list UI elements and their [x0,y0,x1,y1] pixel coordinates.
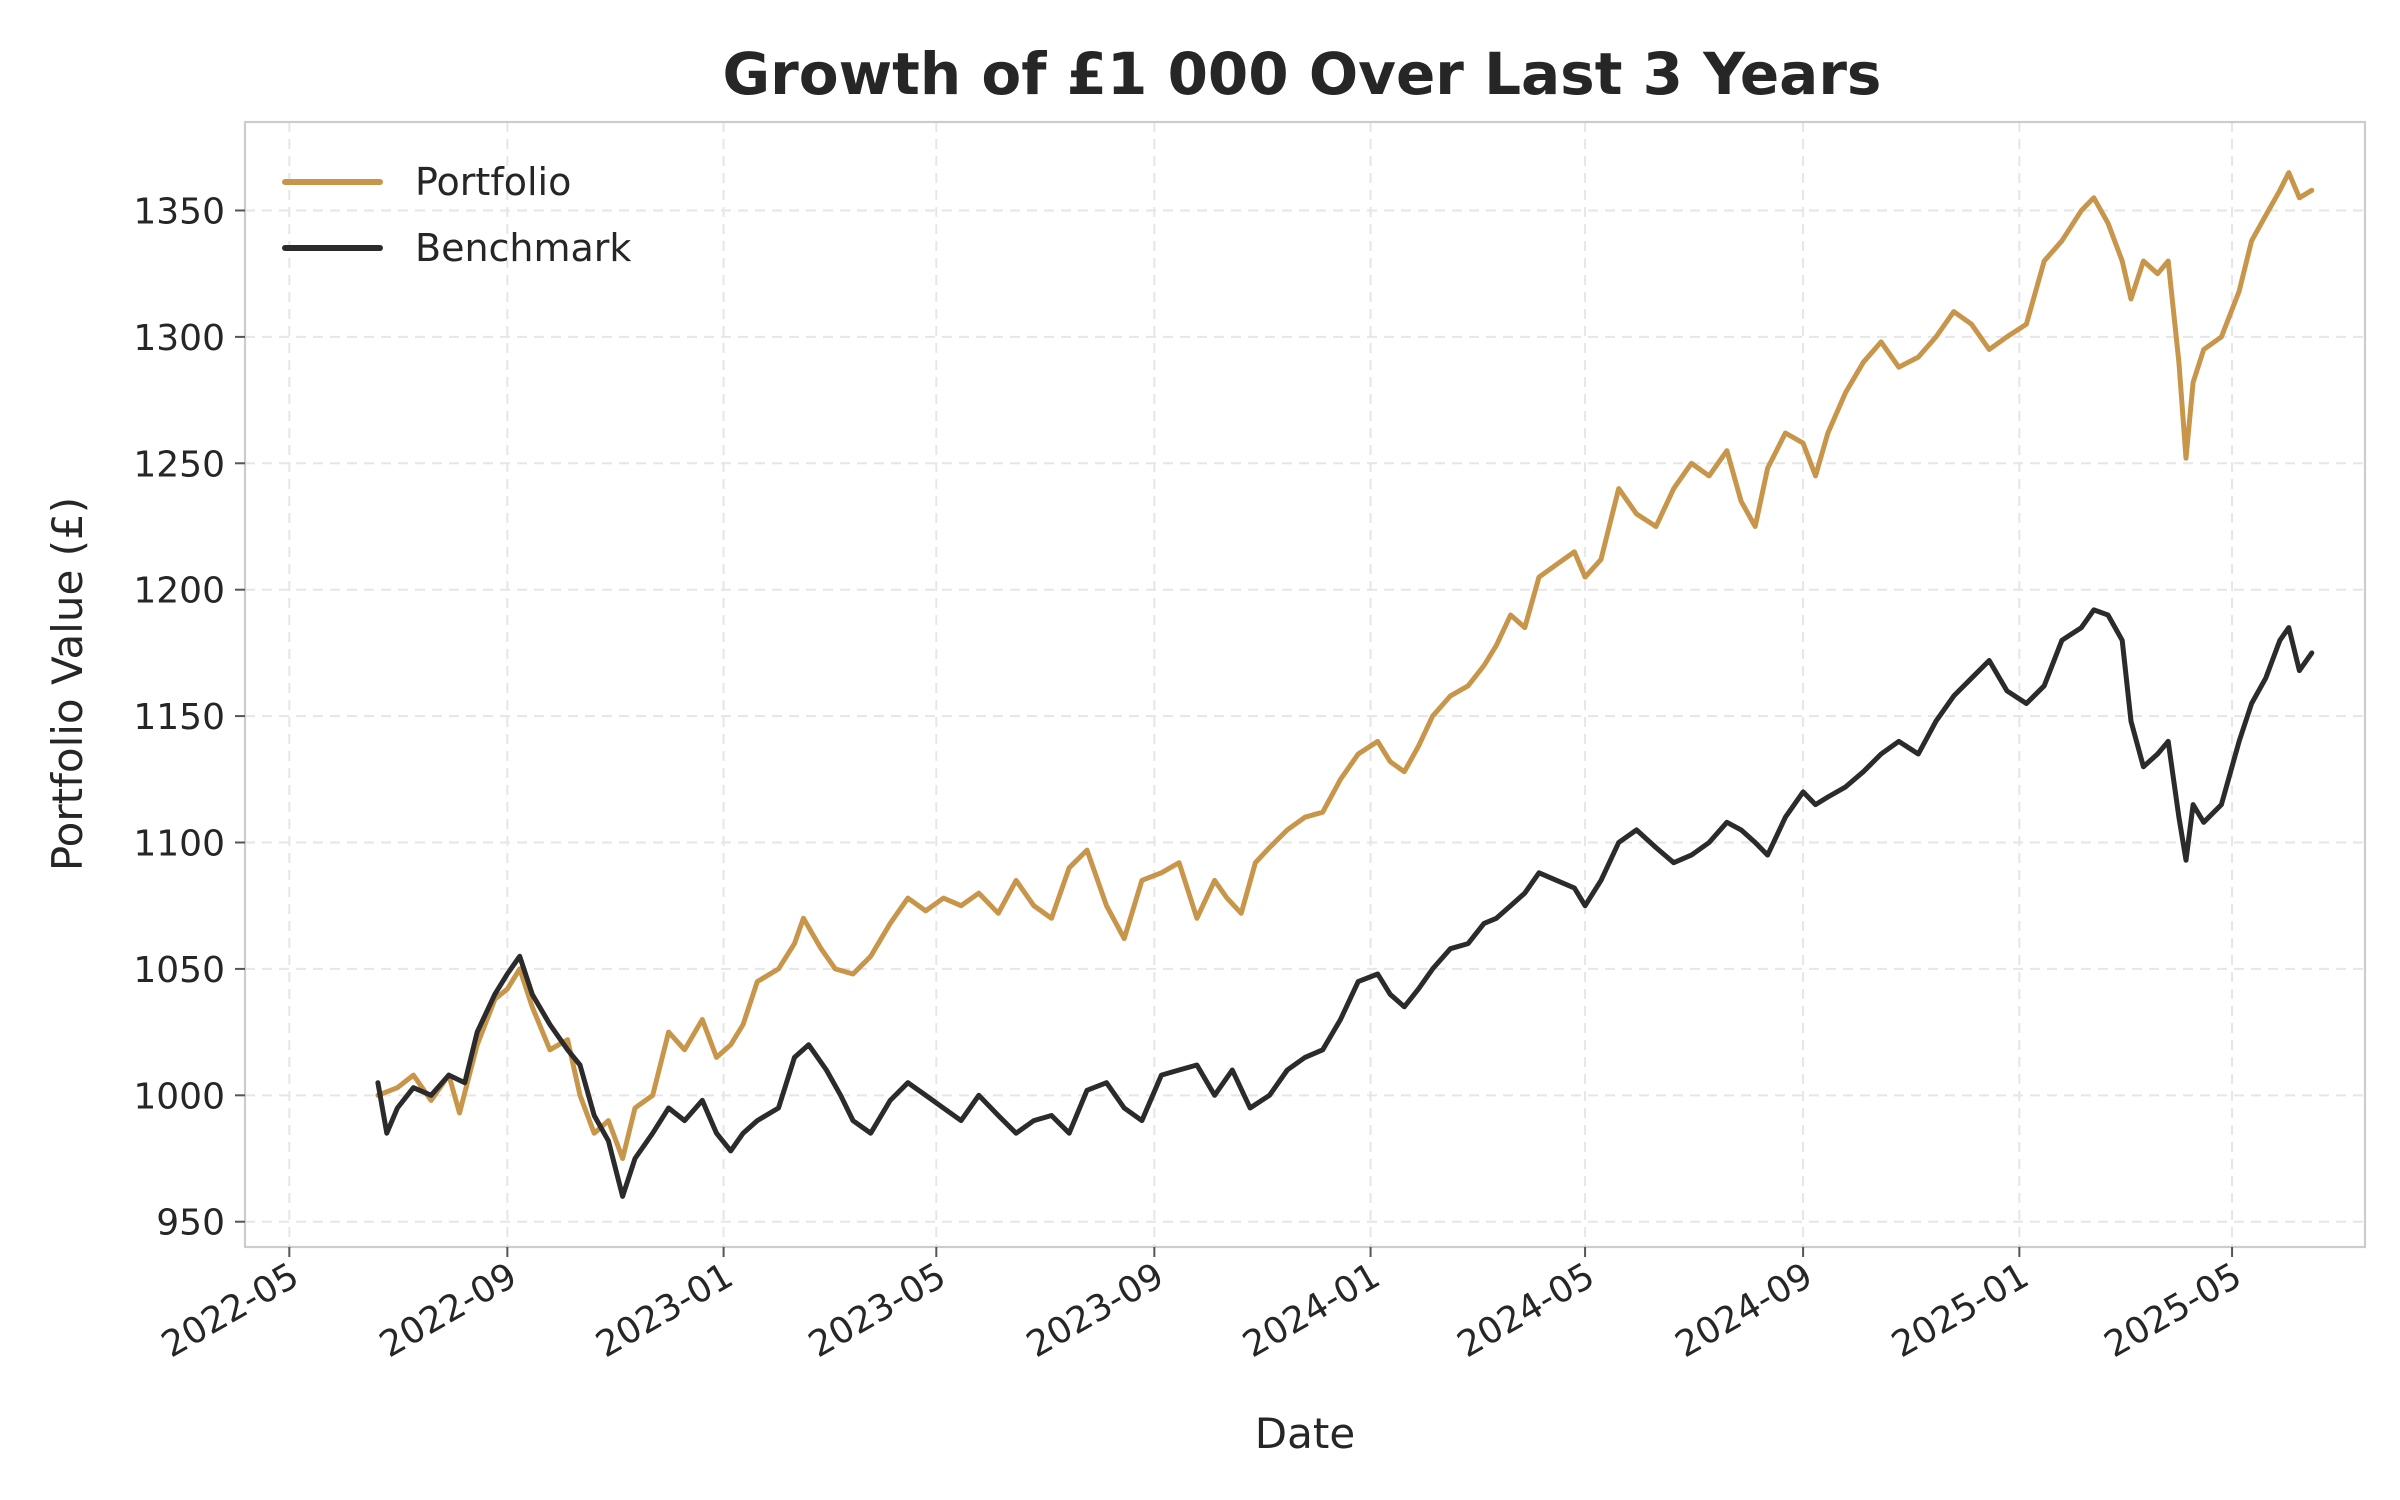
y-axis-ticks: 950 1000 1050 1100 1150 1200 1250 1300 1350 [133,191,245,1244]
legend: Portfolio Benchmark [282,160,631,270]
y-tick-label-1100: 1100 [133,824,225,865]
x-axis-label: Date [1255,1409,1355,1458]
y-tick-label-950: 950 [156,1203,225,1244]
legend-label-benchmark: Benchmark [415,226,631,270]
chart-title: Growth of £1 000 Over Last 3 Years [723,40,1882,108]
y-tick-label-1050: 1050 [133,950,225,991]
series-line-benchmark [375,607,2315,1199]
y-tick-label-1350: 1350 [133,191,225,232]
plot-area-frame [243,120,2367,1249]
series-lines [375,170,2315,1199]
y-tick-label-1300: 1300 [133,318,225,359]
series-line-portfolio [375,170,2315,1161]
y-tick-label-1250: 1250 [133,444,225,485]
legend-label-portfolio: Portfolio [415,160,571,204]
y-tick-label-1200: 1200 [133,571,225,612]
grid [245,122,2365,1247]
y-tick-label-1150: 1150 [133,697,225,738]
y-tick-label-1000: 1000 [133,1076,225,1117]
y-axis-label: Portfolio Value (£) [43,497,92,871]
